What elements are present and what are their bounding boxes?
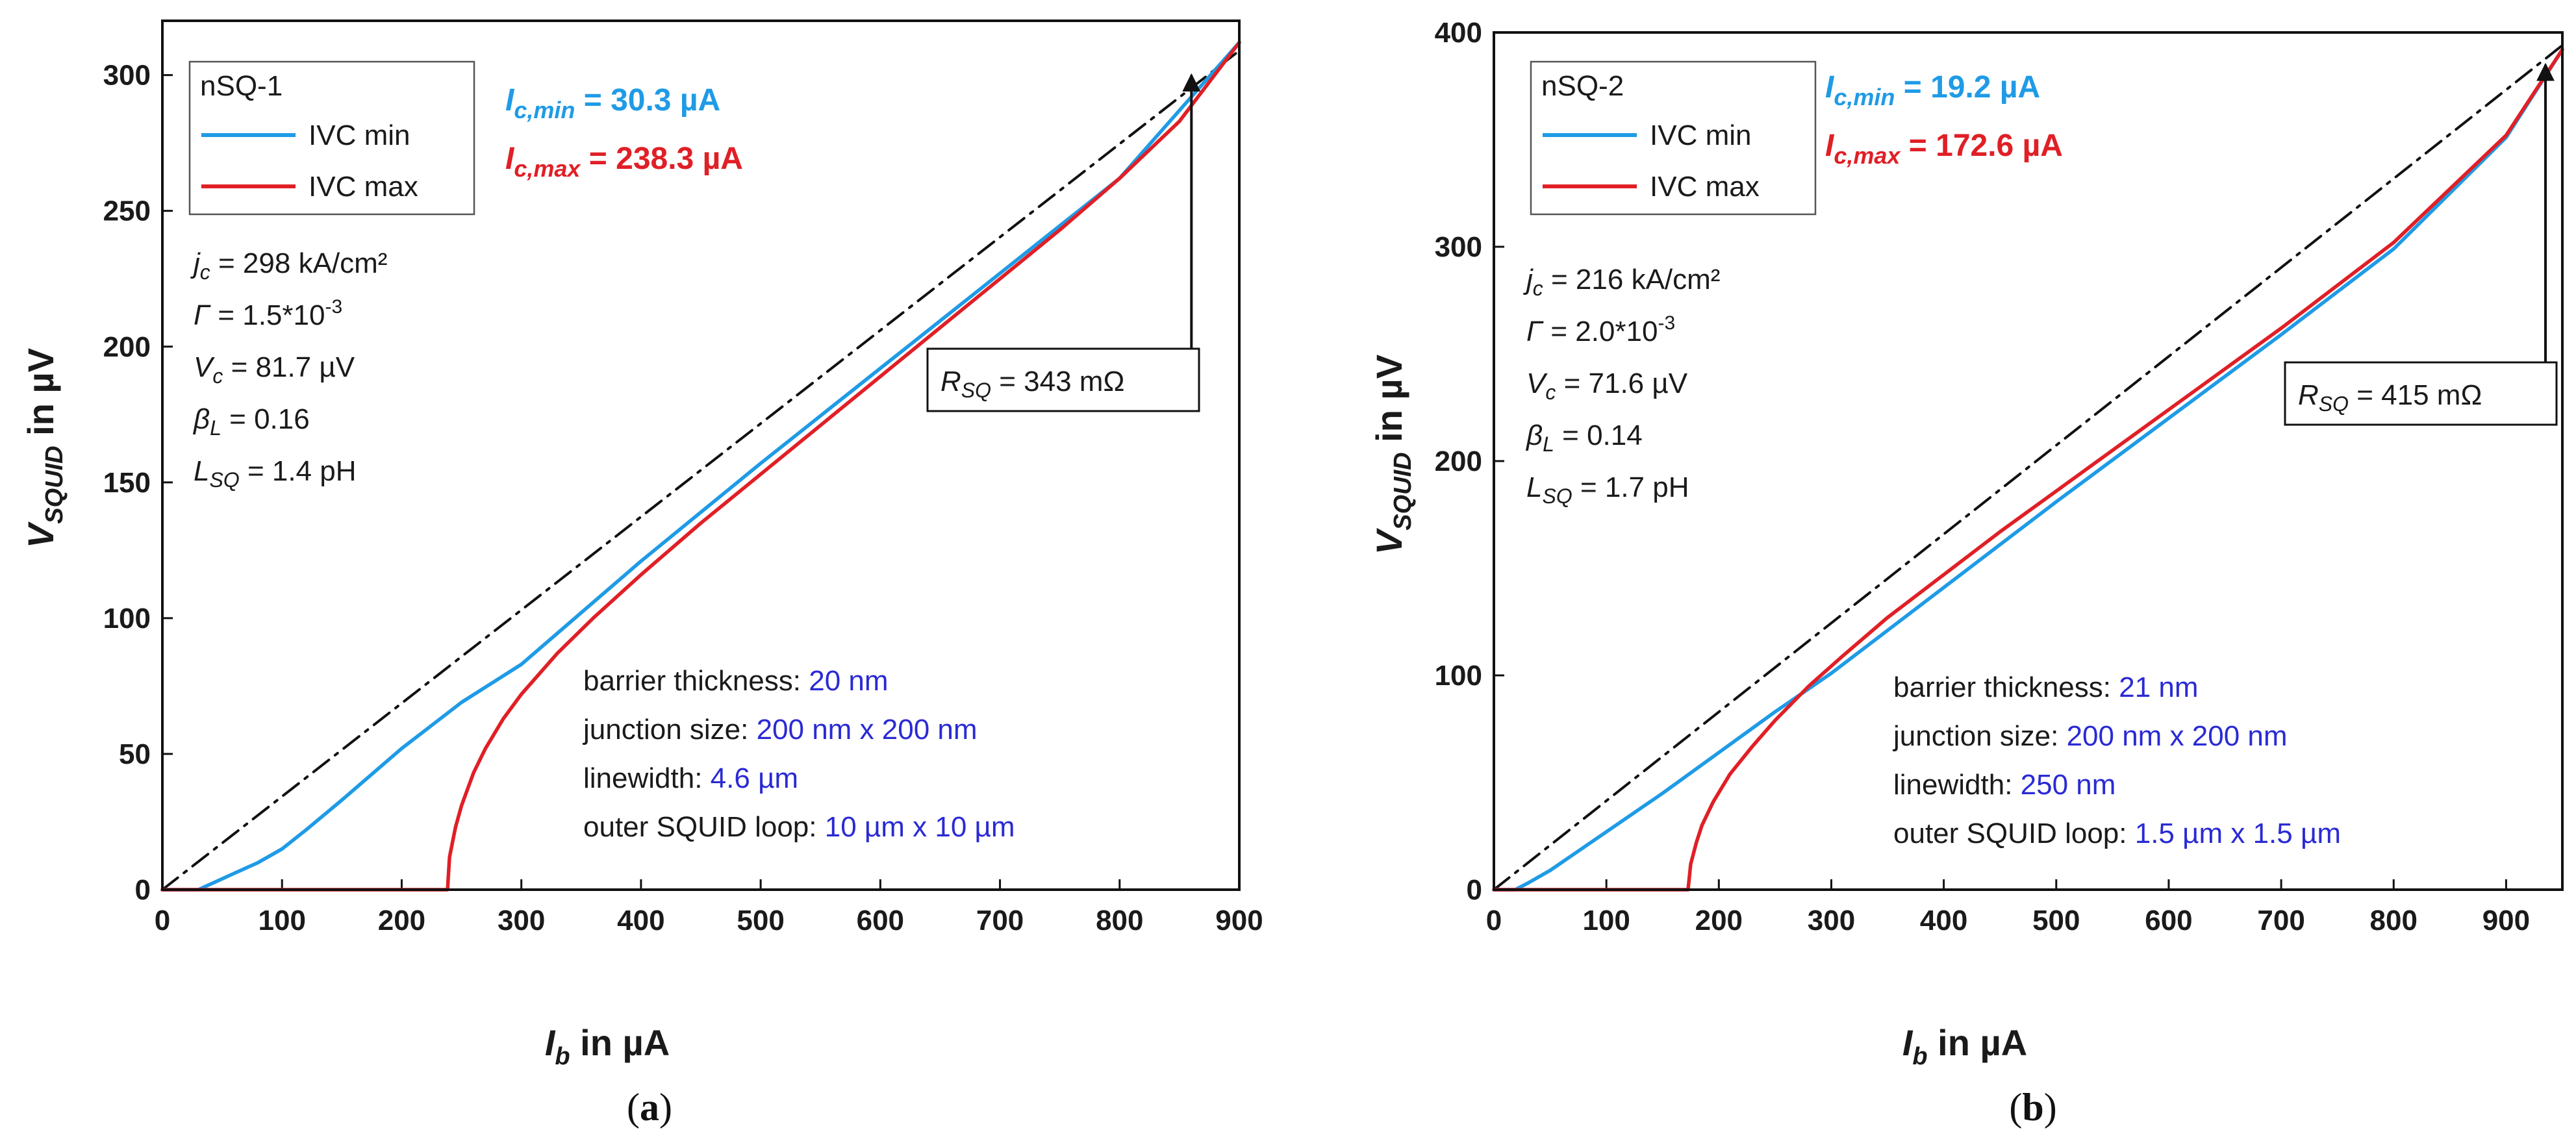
panel-b-rsq-label: RSQ = 415 mΩ — [2298, 379, 2482, 416]
panel-a-param-betal: βL = 0.16 — [192, 403, 310, 440]
panel-a-y-axis-label: VSQUID in µV — [20, 348, 68, 548]
panel-b-y-tick-label: 0 — [1467, 874, 1482, 906]
panel-a-params: jc = 298 kA/cm² Γ = 1.5*10-3 Vc = 81.7 µ… — [190, 247, 387, 492]
panel-b-param-jc: jc = 216 kA/cm² — [1523, 264, 1720, 300]
panel-a-ic-max: Ic,max = 238.3 µA — [505, 142, 743, 182]
panel-b-series-ivc-min — [1492, 47, 2564, 892]
panel-a-x-tick-label: 200 — [378, 905, 425, 936]
panel-a-x-tick-label: 100 — [259, 905, 306, 936]
panel-a-spec-barrier: barrier thickness: 20 nm — [583, 665, 889, 697]
panel-b-param-vc: Vc = 71.6 µV — [1526, 368, 1688, 404]
panel-b-legend-label-max: IVC max — [1650, 171, 1760, 203]
panel-a-series-ohmic — [161, 49, 1241, 891]
panel-b-y-axis-label: VSQUID in µV — [1369, 355, 1417, 555]
panel-a-caption: (a) — [627, 1086, 672, 1129]
panel-a-legend-box — [188, 60, 475, 216]
panel-a-x-tick-label: 300 — [498, 905, 545, 936]
panel-b-x-tick-label: 200 — [1695, 905, 1743, 936]
panel-b-caption: (b) — [2009, 1086, 2056, 1129]
panel-b-x-tick-label: 400 — [1920, 905, 1967, 936]
panel-b-x-tick-label: 700 — [2257, 905, 2305, 936]
panel-b-curves — [1492, 44, 2564, 892]
panel-b-series-ivc-max — [1492, 47, 2564, 892]
panel-b-ticks: 0 100 200 300 400 500 600 700 800 900 0 100 200 300 40… — [1435, 17, 2531, 936]
panel-a-ic-min: Ic,min = 30.3 µA — [505, 83, 720, 123]
panel-b-legend-box — [1530, 60, 1817, 216]
panel-b-spec-loop: outer SQUID loop: 1.5 µm x 1.5 µm — [1893, 818, 2341, 849]
panel-a-param-vc: Vc = 81.7 µV — [194, 351, 355, 388]
panel-a-x-tick-label: 400 — [617, 905, 664, 936]
panel-b-params: jc = 216 kA/cm² Γ = 2.0*10-3 Vc = 71.6 µ… — [1523, 264, 1720, 508]
panel-b-x-axis-label: Ib in µA — [1902, 1022, 2027, 1070]
panel-a-x-axis-label: Ib in µA — [545, 1022, 670, 1070]
panel-b-y-tick-label: 300 — [1435, 231, 1482, 263]
panel-b-param-betal: βL = 0.14 — [1525, 420, 1643, 456]
panel-a-x-tick-label: 0 — [155, 905, 170, 936]
panel-a-x-tick-label: 800 — [1096, 905, 1143, 936]
panel-b-y-tick-label: 400 — [1435, 17, 1482, 49]
panel-a-param-jc: jc = 298 kA/cm² — [190, 247, 387, 284]
panel-b-param-lsq: LSQ = 1.7 pH — [1526, 471, 1689, 508]
panel-b-y-tick-label: 100 — [1435, 660, 1482, 692]
panel-a-param-gamma: Γ = 1.5*10-3 — [194, 296, 342, 331]
panel-b-x-tick-label: 800 — [2370, 905, 2418, 936]
panel-b-x-tick-label: 0 — [1486, 905, 1502, 936]
panel-b-legend-label-min: IVC min — [1650, 119, 1751, 151]
panel-a: 0 100 200 300 400 500 600 700 800 900 0 50 100 150 200… — [20, 19, 1263, 1129]
panel-b-spec-junction: junction size: 200 nm x 200 nm — [1892, 720, 2288, 752]
panel-a-x-tick-label: 700 — [976, 905, 1024, 936]
panel-a-y-tick-label: 50 — [119, 738, 151, 770]
panel-a-param-lsq: LSQ = 1.4 pH — [194, 455, 357, 492]
panel-b-x-tick-label: 300 — [1808, 905, 1855, 936]
panel-b-x-tick-label: 500 — [2032, 905, 2080, 936]
panel-b-specs: barrier thickness: 21 nm junction size: … — [1892, 671, 2341, 849]
panel-a-legend-label-max: IVC max — [309, 171, 418, 203]
panel-a-x-tick-label: 900 — [1215, 905, 1263, 936]
panel-b-x-tick-label: 900 — [2482, 905, 2530, 936]
panel-b-spec-linewidth: linewidth: 250 nm — [1893, 769, 2115, 801]
panel-b-plot-frame — [1493, 31, 2564, 891]
panel-a-ticks: 0 100 200 300 400 500 600 700 800 900 0 50 100 150 200… — [103, 60, 1263, 936]
panel-a-x-tick-label: 500 — [737, 905, 784, 936]
panel-a-spec-loop: outer SQUID loop: 10 µm x 10 µm — [583, 811, 1015, 843]
panel-a-series-ivc-max — [160, 40, 1241, 892]
panel-a-legend-label-min: IVC min — [309, 119, 410, 151]
panel-a-plot-frame — [161, 19, 1241, 891]
panel-a-y-tick-label: 200 — [103, 331, 151, 363]
panel-a-y-tick-label: 100 — [103, 603, 151, 634]
panel-a-y-tick-label: 150 — [103, 467, 151, 499]
panel-a-rsq-box — [926, 347, 1200, 412]
panel-b-ic-min: Ic,min = 19.2 µA — [1825, 70, 2040, 110]
panel-b-x-tick-label: 100 — [1582, 905, 1630, 936]
panel-b-ic-max: Ic,max = 172.6 µA — [1825, 129, 2063, 169]
panel-b-param-gamma: Γ = 2.0*10-3 — [1526, 312, 1675, 347]
panel-b-series-ohmic — [1493, 44, 2564, 891]
panel-b: 0 100 200 300 400 500 600 700 800 900 0 100 200 300 40… — [1369, 17, 2564, 1129]
panel-b-y-tick-label: 200 — [1435, 445, 1482, 477]
panel-a-y-tick-label: 250 — [103, 195, 151, 227]
panel-a-specs: barrier thickness: 20 nm junction size: … — [582, 665, 1015, 843]
panel-b-x-tick-label: 600 — [2145, 905, 2192, 936]
panel-a-rsq-label: RSQ = 343 mΩ — [941, 366, 1124, 402]
panel-a-x-tick-label: 600 — [857, 905, 904, 936]
panel-a-y-tick-label: 300 — [103, 60, 151, 92]
panel-a-legend: nSQ-1 IVC min IVC max — [188, 60, 475, 216]
panel-a-spec-junction: junction size: 200 nm x 200 nm — [582, 714, 978, 746]
panel-b-legend: nSQ-2 IVC min IVC max — [1530, 60, 1817, 216]
panel-a-y-tick-label: 0 — [135, 874, 151, 906]
panel-b-spec-barrier: barrier thickness: 21 nm — [1893, 671, 2199, 703]
panel-a-spec-linewidth: linewidth: 4.6 µm — [583, 762, 798, 794]
panel-b-rsq-box — [2284, 361, 2558, 426]
panel-b-legend-title: nSQ-2 — [1541, 70, 1624, 102]
panel-a-series-ivc-min — [160, 40, 1241, 892]
panel-a-legend-title: nSQ-1 — [200, 70, 283, 102]
panel-a-curves — [160, 40, 1241, 892]
